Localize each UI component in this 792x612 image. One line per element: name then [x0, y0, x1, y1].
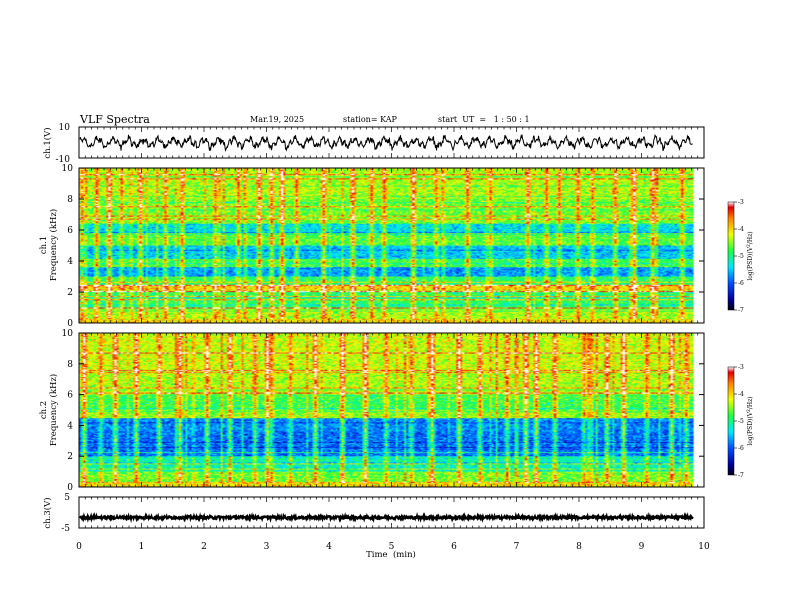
ch2-spectrogram-ylabel-channel: ch.2 — [39, 401, 49, 419]
ch2-colorbar-tick-label: -4 — [738, 391, 744, 398]
time-tick-label: 7 — [514, 542, 520, 552]
ch2-colorbar-tick-label: -6 — [738, 445, 744, 452]
ch2-colorbar-label: log(PSD)(V2/Hz) — [746, 396, 754, 445]
time-tick-label: 6 — [451, 542, 457, 552]
ch1-spectrogram-ylabel-frequency: Frequency (kHz) — [48, 209, 59, 281]
ch2-spectrogram-ytick-label: 0 — [67, 483, 73, 493]
ch1-spectrogram-ytick-label: 8 — [67, 195, 73, 205]
ch1-spectrogram-ylabel-channel: ch.1 — [39, 236, 49, 254]
time-tick-label: 9 — [639, 542, 645, 552]
time-tick-label: 3 — [264, 542, 270, 552]
ch1-ytick-bottom: -10 — [56, 155, 71, 165]
ch2-spectrogram-ytick-label: 10 — [62, 329, 74, 339]
ch2-spectrogram-ytick-label: 6 — [67, 391, 73, 401]
ch1-waveform-panel: 10 -10 ch.1(V) — [42, 123, 705, 165]
time-axis-ticks — [84, 127, 699, 528]
ch1-colorbar-tick-label: -7 — [738, 307, 744, 314]
ch2-colorbar-tick-label: -3 — [738, 364, 744, 371]
ch1-colorbar-tick-label: -4 — [738, 226, 744, 233]
ch2-spectrogram-ytick-label: 4 — [67, 421, 73, 431]
ch2-spectrogram-ylabel-frequency: Frequency (kHz) — [48, 374, 59, 446]
ch2-spectrogram-ytick-label: 2 — [67, 452, 73, 462]
ch2-colorbar-tick-label: -5 — [738, 418, 744, 425]
ch1-spectrogram-image — [79, 168, 704, 323]
time-axis-label: Time (min) — [366, 549, 416, 560]
ch1-ytick-top: 10 — [59, 123, 71, 133]
time-tick-label: 10 — [698, 542, 710, 552]
time-tick-label: 4 — [326, 542, 332, 552]
header-date: Mar.19, 2025 — [250, 115, 304, 124]
ch1-waveform-ylabel: ch.1(V) — [42, 127, 53, 158]
ch1-colorbar — [727, 201, 735, 311]
ch1-spectrogram-ytick-label: 4 — [67, 257, 73, 267]
ch1-spectrogram-ytick-label: 10 — [62, 164, 74, 174]
time-tick-label: 0 — [76, 542, 82, 552]
ch3-waveform-ylabel: ch.3(V) — [42, 497, 53, 528]
ch3-ytick-top: 5 — [64, 493, 70, 503]
ch2-spectrogram-ytick-label: 8 — [67, 360, 73, 370]
ch1-colorbar-tick-label: -5 — [738, 253, 744, 260]
figure-title: VLF Spectra — [79, 113, 150, 126]
ch1-spectrogram-ytick-label: 0 — [67, 319, 73, 329]
ch1-colorbar-tick-label: -6 — [738, 280, 744, 287]
ch3-ytick-bottom: -5 — [61, 524, 70, 534]
ch1-colorbar-label: log(PSD)(V2/Hz) — [746, 231, 754, 280]
ch1-waveform-trace — [79, 134, 693, 152]
time-tick-label: 5 — [389, 542, 395, 552]
ch1-colorbar-tick-label: -3 — [738, 199, 744, 206]
ch2-spectrogram-image — [79, 333, 704, 487]
time-tick-label: 2 — [201, 542, 207, 552]
ch2-colorbar-tick-label: -7 — [738, 472, 744, 479]
ch1-spectrogram-ytick-label: 2 — [67, 288, 73, 298]
time-tick-label: 8 — [576, 542, 582, 552]
header-station: station= KAP — [343, 115, 398, 124]
header-start-time: start UT = 1 : 50 : 1 — [438, 115, 530, 124]
ch2-colorbar — [727, 366, 735, 476]
ch3-waveform-trace — [79, 511, 694, 524]
ch1-spectrogram-ytick-label: 6 — [67, 226, 73, 236]
time-axis-tick-labels: 0 1 2 3 4 5 6 7 8 9 10 — [76, 542, 710, 552]
ch1-waveform-frame — [78, 126, 705, 159]
time-tick-label: 1 — [139, 542, 145, 552]
